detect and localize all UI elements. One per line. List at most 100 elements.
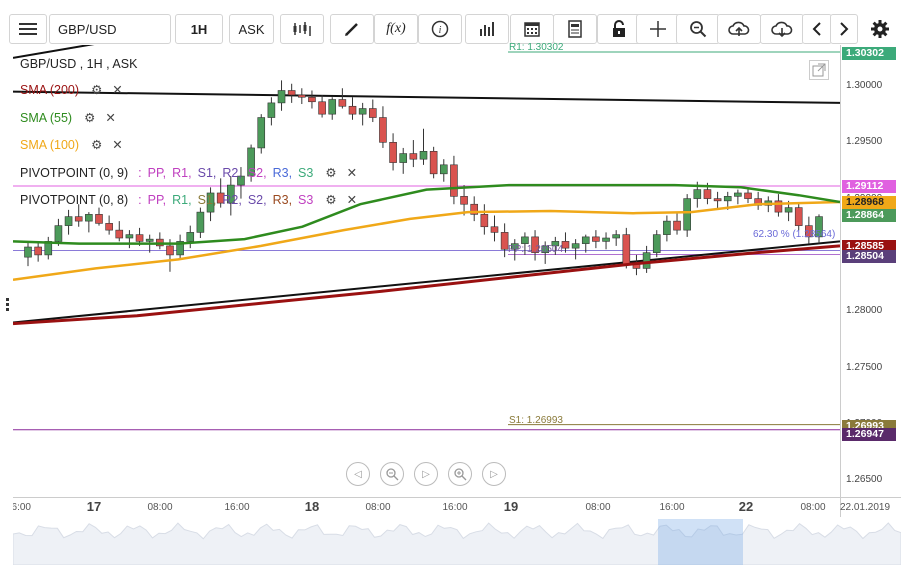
pivot9-settings-icon[interactable]: ⚙: [325, 166, 337, 180]
sma55-settings-icon[interactable]: ⚙: [84, 111, 96, 125]
menu-button[interactable]: [9, 14, 47, 44]
zoom-out-button[interactable]: [380, 462, 404, 486]
sma100-line: [13, 200, 840, 281]
expand-button[interactable]: [809, 60, 829, 80]
candle-body: [338, 99, 347, 107]
navigator-strip[interactable]: [13, 517, 901, 565]
cloud-upload-button[interactable]: [717, 14, 761, 44]
pivot9-r1: R1,: [172, 165, 192, 180]
time-label: 16:00: [224, 502, 250, 513]
scroll-right-button[interactable]: ▷: [482, 462, 506, 486]
s1-label: S1: 1.26993: [509, 415, 563, 426]
candle-body: [216, 192, 225, 204]
crosshair-button[interactable]: [636, 14, 680, 44]
time-label: 16:00: [659, 502, 685, 513]
candle-body: [186, 232, 195, 242]
price-tag: 1.28585: [842, 240, 896, 253]
pivot8-r3: R3,: [272, 192, 293, 207]
template-button[interactable]: [553, 14, 597, 44]
sma100-close-icon[interactable]: ✕: [112, 138, 123, 152]
zoom-in-icon: [454, 468, 467, 481]
candle-body: [34, 246, 42, 256]
sma200-line: [13, 244, 840, 326]
chart-type-button[interactable]: [280, 14, 324, 44]
pivot9-s3: S3: [298, 165, 314, 180]
candle-body: [328, 99, 337, 115]
time-label: 22.01.2019: [839, 502, 891, 513]
price-tag: 1.30302: [842, 47, 896, 60]
price-tick-label: 1.27500: [846, 361, 883, 373]
candle-body: [521, 236, 529, 244]
candle-body: [734, 192, 742, 197]
candle-body: [85, 214, 93, 222]
candle-body: [399, 153, 408, 163]
lock-button[interactable]: [597, 14, 641, 44]
zoom-in-button[interactable]: [448, 462, 472, 486]
candle-body: [744, 192, 752, 199]
zoom-button[interactable]: [676, 14, 720, 44]
price-chart[interactable]: [13, 45, 840, 497]
time-label: 08:00: [365, 502, 391, 513]
pivot8-s1: S1,: [197, 192, 217, 207]
settings-button[interactable]: [864, 14, 896, 44]
volume-button[interactable]: [465, 14, 509, 44]
menu-icon: [19, 23, 37, 35]
candle-body: [409, 153, 418, 160]
candle-body: [531, 236, 539, 253]
info-button[interactable]: i: [418, 14, 462, 44]
template-icon: [568, 20, 582, 38]
navigator-area: [13, 522, 901, 565]
sma200-settings-icon[interactable]: ⚙: [91, 83, 103, 97]
next-button[interactable]: [830, 14, 858, 44]
candle-body: [277, 90, 286, 104]
candle-body: [642, 252, 651, 269]
sma55-label: SMA (55): [20, 110, 73, 125]
pivot8-label: PIVOTPOINT (0, 8): [20, 192, 129, 207]
candle-body: [368, 108, 377, 118]
pivot8-settings-icon[interactable]: ⚙: [325, 193, 337, 207]
calendar-button[interactable]: [510, 14, 554, 44]
time-label: 16:00: [442, 502, 468, 513]
candle-body: [815, 216, 823, 238]
pivot8-close-icon[interactable]: ✕: [346, 193, 358, 207]
info-icon: i: [431, 20, 449, 38]
trendline-2: [13, 45, 95, 59]
time-label: 22: [738, 499, 754, 514]
price-type-button[interactable]: ASK: [229, 14, 274, 44]
function-button[interactable]: f(x): [374, 14, 418, 44]
candle-body: [308, 96, 316, 103]
scroll-left-button[interactable]: ◁: [346, 462, 370, 486]
r1-label: R1: 1.30302: [509, 42, 564, 53]
price-tag: 1.28504: [842, 250, 896, 263]
candle-body: [196, 211, 205, 233]
left-drag-handle[interactable]: [6, 298, 9, 318]
pivot8-pp: PP,: [147, 192, 167, 207]
cloud-download-button[interactable]: [760, 14, 804, 44]
toolbar: GBP/USD 1H ASK f(x) i: [0, 0, 901, 44]
sma100-settings-icon[interactable]: ⚙: [91, 138, 103, 152]
candle-body: [703, 189, 712, 199]
candle-body: [95, 214, 103, 224]
timeframe-button[interactable]: 1H: [175, 14, 223, 44]
scroll-left-icon: ◁: [354, 468, 362, 480]
prev-button[interactable]: [802, 14, 832, 44]
pivot9-pp: PP,: [147, 165, 167, 180]
symbol-field[interactable]: GBP/USD: [49, 14, 171, 44]
candle-body: [713, 198, 722, 202]
candle-body: [166, 245, 174, 256]
candle-body: [439, 164, 448, 175]
reset-button[interactable]: ▷: [414, 462, 438, 486]
candle-body: [419, 151, 428, 160]
candle-body: [784, 207, 793, 213]
pivot9-close-icon[interactable]: ✕: [346, 166, 358, 180]
navigator-selection[interactable]: [658, 519, 743, 565]
candle-body: [774, 200, 783, 213]
sma55-close-icon[interactable]: ✕: [105, 111, 116, 125]
candle-body: [561, 241, 570, 249]
draw-button[interactable]: [330, 14, 374, 44]
sma200-close-icon[interactable]: ✕: [112, 83, 123, 97]
candle-body: [429, 151, 438, 175]
legend-sma200: SMA (200) ⚙ ✕: [20, 82, 123, 98]
candle-body: [176, 241, 184, 256]
lock-icon: [613, 20, 625, 37]
